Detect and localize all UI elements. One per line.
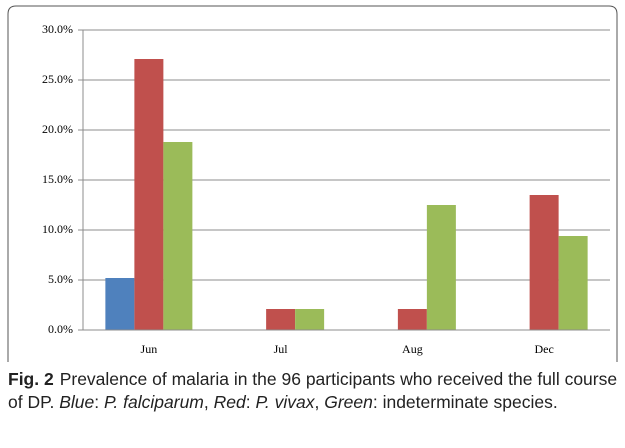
- chart: 0.0% 5.0% 10.0% 15.0% 20.0% 25.0% 30.0% Jun Jul A…: [7, 5, 618, 362]
- bar: [529, 195, 559, 330]
- y-tick-label: 15.0%: [42, 172, 73, 186]
- caption-text: Blue: [59, 392, 95, 412]
- caption-text: P. vivax: [255, 392, 315, 412]
- bar: [134, 59, 164, 330]
- bar: [397, 309, 427, 330]
- chart-frame: [7, 5, 618, 362]
- caption-text: : indeterminate species.: [372, 392, 558, 412]
- y-tick-label: 5.0%: [48, 272, 73, 286]
- caption-text: ,: [314, 392, 325, 412]
- bar: [295, 309, 325, 330]
- caption-text: Green: [324, 392, 373, 412]
- y-tick-label: 20.0%: [42, 122, 73, 136]
- y-tick-label: 0.0%: [48, 322, 73, 336]
- bar: [105, 278, 135, 330]
- x-tick-label: Jul: [274, 342, 289, 356]
- caption-text: P. falciparum: [104, 392, 204, 412]
- caption-text: Red: [213, 392, 246, 412]
- caption-text: ,: [203, 392, 214, 412]
- figure-label: Fig. 2: [8, 369, 54, 389]
- caption-text: Prevalence of malaria in the 96 particip…: [8, 369, 618, 412]
- caption: Fig. 2 Prevalence of malaria in the 96 pa…: [8, 368, 620, 414]
- caption-text: :: [94, 392, 105, 412]
- x-tick-label: Jun: [141, 342, 158, 356]
- y-tick-label: 25.0%: [42, 72, 73, 86]
- bar: [163, 142, 193, 330]
- bar: [558, 236, 588, 330]
- x-tick-label: Aug: [402, 342, 423, 356]
- y-tick-label: 30.0%: [42, 22, 73, 36]
- y-tick-label: 10.0%: [42, 222, 73, 236]
- bar: [266, 309, 296, 330]
- x-tick-label: Dec: [534, 342, 553, 356]
- bar: [426, 205, 456, 330]
- caption-text: :: [245, 392, 256, 412]
